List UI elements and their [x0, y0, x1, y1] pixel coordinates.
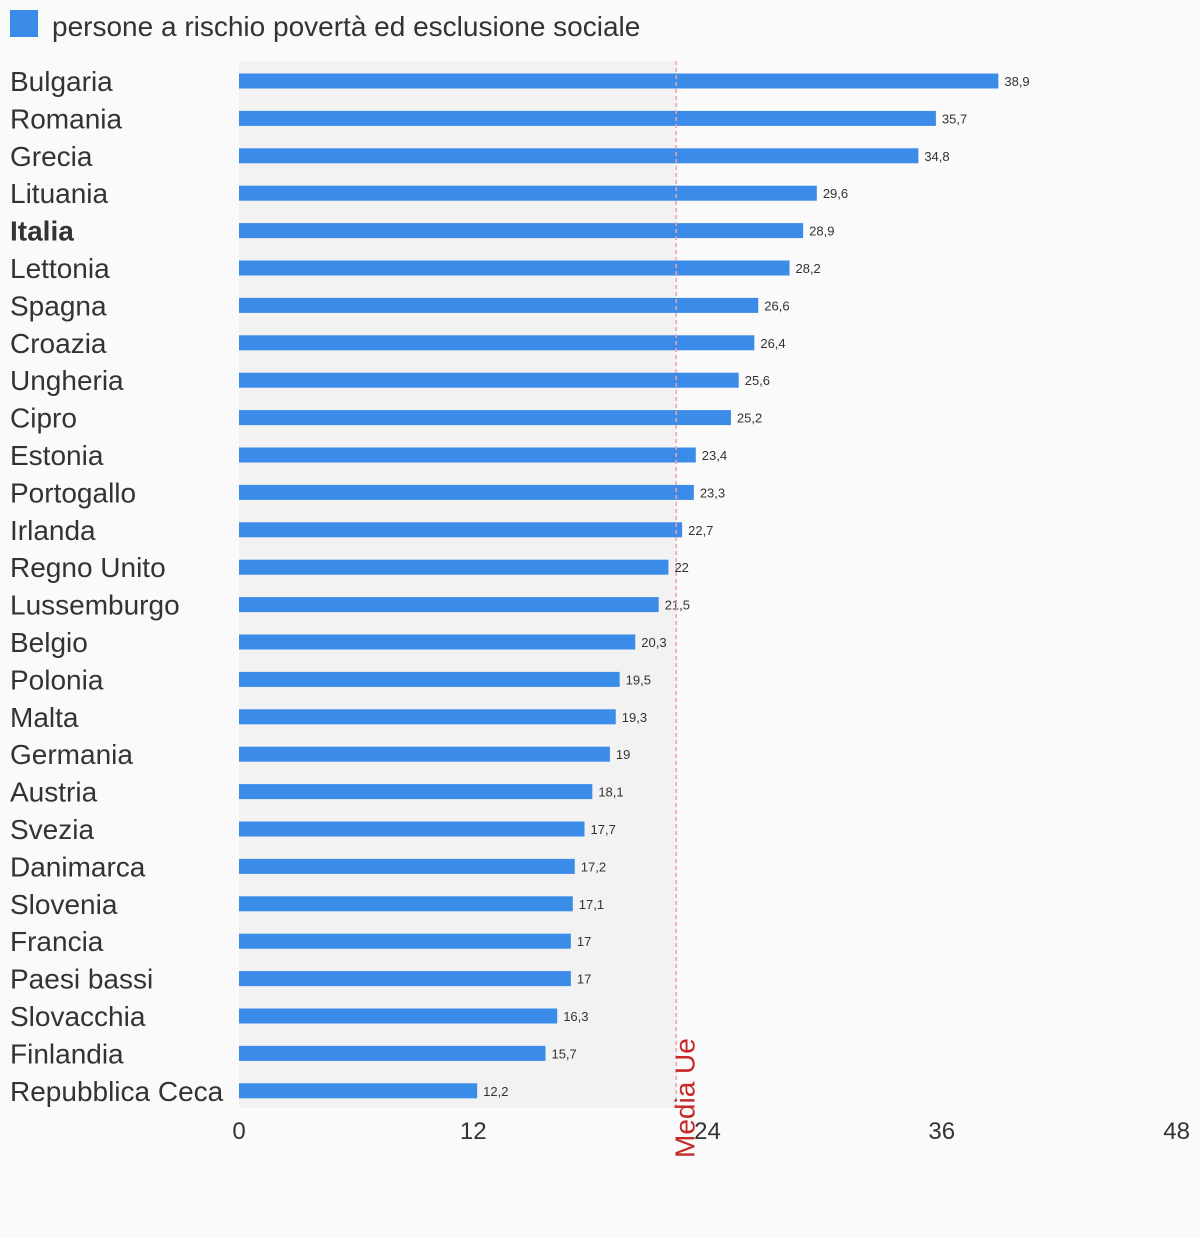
- bar: [239, 671, 620, 687]
- bar: [239, 971, 571, 987]
- category-label: Slovenia: [10, 889, 118, 920]
- category-label: Bulgaria: [10, 66, 113, 97]
- bar: [239, 372, 739, 388]
- value-label: 21,5: [665, 598, 690, 613]
- category-label: Grecia: [10, 141, 93, 172]
- bar: [239, 110, 936, 126]
- value-label: 16,3: [563, 1009, 588, 1024]
- x-tick-label: 36: [928, 1118, 955, 1145]
- bar: [239, 73, 999, 89]
- category-label: Lituania: [10, 178, 109, 209]
- category-label: Irlanda: [10, 515, 96, 546]
- x-tick-label: 0: [232, 1118, 245, 1145]
- category-label: Slovacchia: [10, 1001, 146, 1032]
- category-label: Malta: [10, 702, 79, 733]
- bar: [239, 634, 636, 650]
- bar: [239, 335, 755, 351]
- bar: [239, 148, 919, 164]
- bar: [239, 746, 610, 762]
- value-label: 28,9: [809, 224, 834, 239]
- value-label: 38,9: [1004, 74, 1029, 89]
- bar: [239, 484, 694, 500]
- value-label: 17,2: [581, 859, 606, 874]
- bar: [239, 447, 696, 463]
- category-label: Francia: [10, 926, 104, 957]
- reference-line-label: Media Ue: [669, 1038, 700, 1158]
- value-label: 19,5: [626, 672, 651, 687]
- value-label: 17: [577, 972, 591, 987]
- category-label: Spagna: [10, 290, 107, 321]
- bar: [239, 1045, 546, 1061]
- value-label: 17,1: [579, 897, 604, 912]
- category-label: Portogallo: [10, 477, 136, 508]
- value-label: 28,2: [795, 261, 820, 276]
- value-label: 35,7: [942, 111, 967, 126]
- value-label: 25,2: [737, 411, 762, 426]
- bar: [239, 185, 817, 201]
- value-label: 17: [577, 934, 591, 949]
- value-label: 29,6: [823, 186, 848, 201]
- category-label: Romania: [10, 103, 122, 134]
- bar: [239, 223, 804, 239]
- value-label: 12,2: [483, 1084, 508, 1099]
- category-label: Paesi bassi: [10, 964, 153, 995]
- legend-label: persone a rischio povertà ed esclusione …: [52, 11, 640, 42]
- bar: [239, 709, 616, 725]
- bar: [239, 260, 790, 276]
- category-label: Cipro: [10, 403, 77, 434]
- value-label: 26,6: [764, 298, 789, 313]
- shaded-region: [239, 61, 677, 1108]
- category-label: Ungheria: [10, 365, 124, 396]
- category-label: Finlandia: [10, 1038, 124, 1069]
- category-label: Croazia: [10, 328, 107, 359]
- value-label: 22: [674, 560, 688, 575]
- bar: [239, 858, 575, 874]
- category-label: Repubblica Ceca: [10, 1076, 224, 1107]
- bar: [239, 410, 731, 426]
- x-tick-label: 48: [1163, 1118, 1190, 1145]
- category-label: Estonia: [10, 440, 104, 471]
- value-label: 23,3: [700, 485, 725, 500]
- value-label: 25,6: [745, 373, 770, 388]
- bar: [239, 597, 659, 613]
- bar: [239, 784, 593, 800]
- category-label: Polonia: [10, 664, 104, 695]
- value-label: 20,3: [641, 635, 666, 650]
- value-label: 22,7: [688, 523, 713, 538]
- category-label: Italia: [10, 216, 74, 247]
- bar: [239, 522, 683, 538]
- category-label: Germania: [10, 739, 133, 770]
- bar: [239, 1008, 558, 1024]
- category-label: Austria: [10, 777, 98, 808]
- x-tick-label: 24: [694, 1118, 721, 1145]
- value-label: 34,8: [924, 149, 949, 164]
- bar: [239, 933, 571, 949]
- category-label: Regno Unito: [10, 552, 166, 583]
- bar: [239, 896, 573, 912]
- value-label: 19: [616, 747, 630, 762]
- category-label: Danimarca: [10, 851, 146, 882]
- value-label: 15,7: [551, 1046, 576, 1061]
- value-label: 18,1: [598, 785, 623, 800]
- bar: [239, 297, 759, 313]
- bar: [239, 821, 585, 837]
- category-label: Lussemburgo: [10, 590, 180, 621]
- value-label: 23,4: [702, 448, 727, 463]
- x-tick-label: 12: [460, 1118, 487, 1145]
- legend-swatch: [10, 10, 38, 37]
- bar: [239, 559, 669, 575]
- category-label: Svezia: [10, 814, 94, 845]
- value-label: 26,4: [760, 336, 785, 351]
- category-label: Lettonia: [10, 253, 110, 284]
- bar: [239, 1083, 478, 1099]
- value-label: 17,7: [591, 822, 616, 837]
- category-label: Belgio: [10, 627, 88, 658]
- value-label: 19,3: [622, 710, 647, 725]
